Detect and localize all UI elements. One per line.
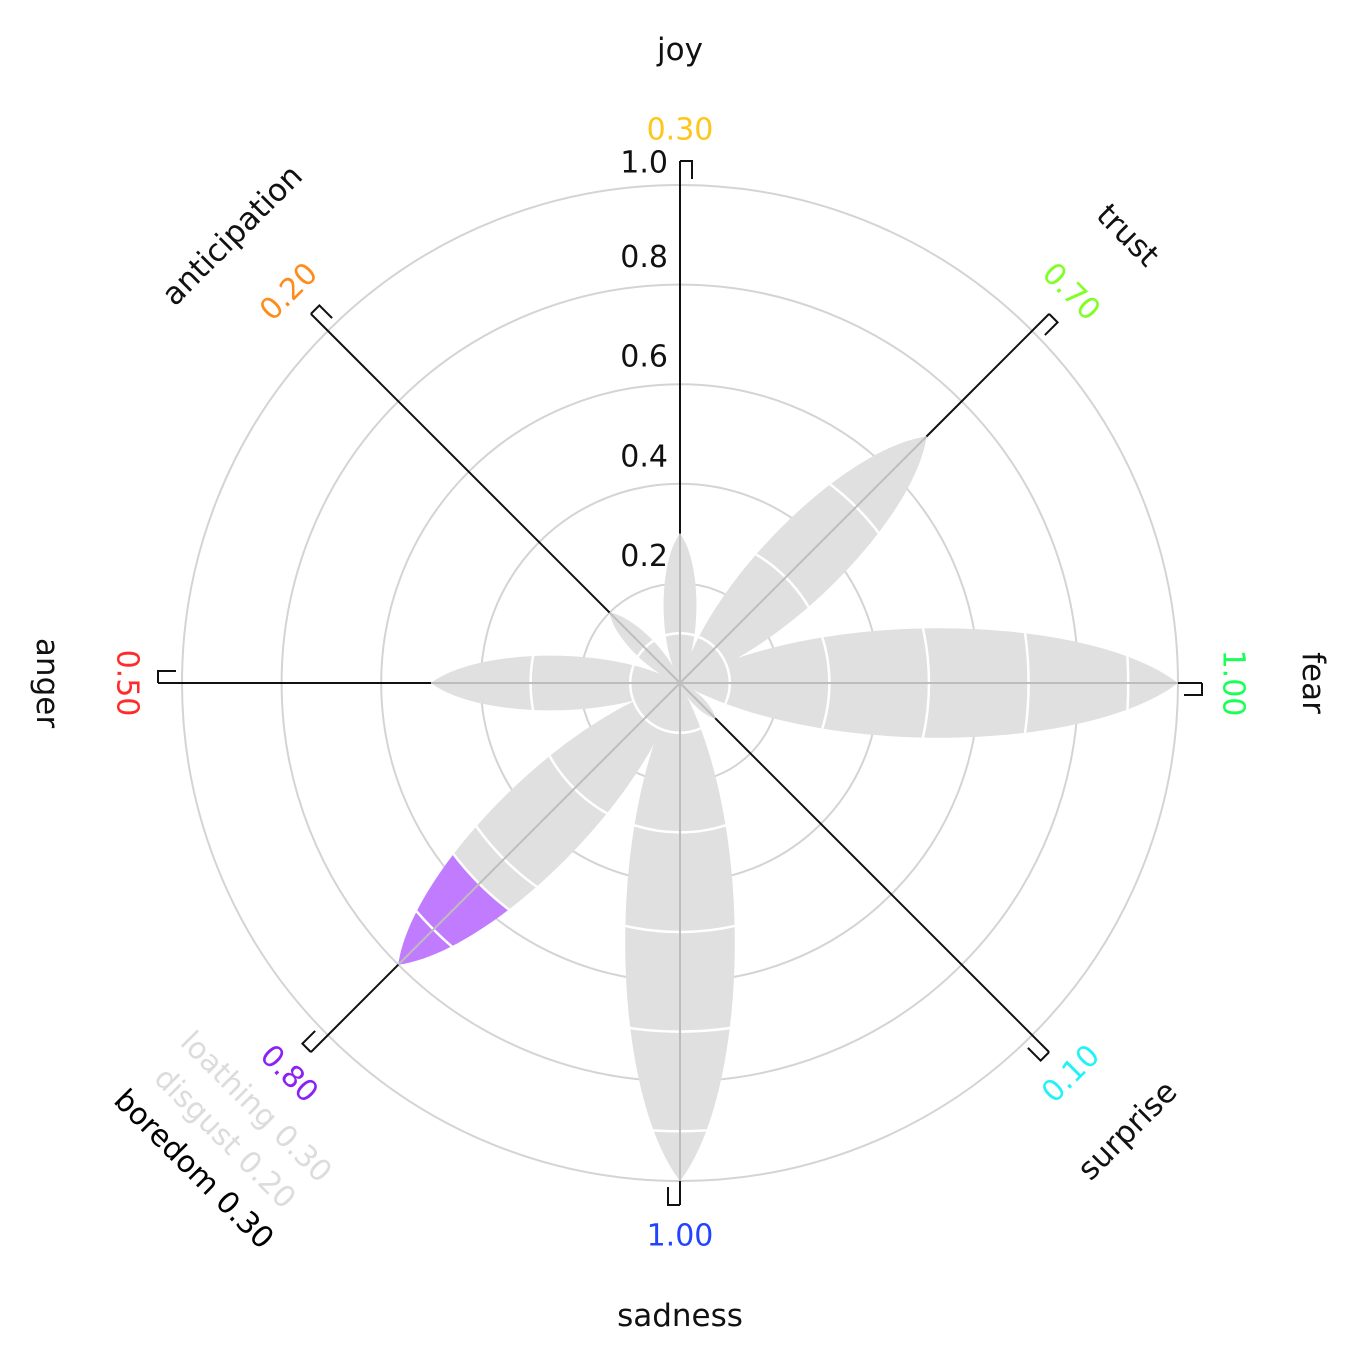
value-label-sadness: 1.00	[647, 1219, 714, 1254]
emotion-label-trust: trust	[1089, 197, 1166, 274]
axis-anticipation	[310, 313, 611, 614]
petals	[397, 435, 1178, 1181]
emotion-label-joy: joy	[656, 32, 703, 68]
value-label-fear: 1.00	[1216, 650, 1251, 717]
axis-trust	[925, 313, 1050, 438]
r-tick-label-0-2: 0.2	[620, 539, 668, 574]
axis-cap-anticipation	[310, 303, 333, 319]
emotion-label-sadness: sadness	[617, 1298, 743, 1334]
axes	[157, 160, 1203, 1206]
value-label-anger: 0.50	[110, 650, 145, 717]
r-tick-label-0-6: 0.6	[620, 340, 668, 375]
petal-axis-surprise	[679, 682, 716, 719]
emotion-label-fear: fear	[1295, 652, 1331, 714]
value-label-joy: 0.30	[647, 113, 714, 148]
axis-surprise	[714, 717, 1050, 1053]
axis-cap-anger	[157, 670, 176, 683]
axis-cap-trust	[1044, 313, 1060, 336]
axis-cap-joy	[680, 160, 693, 179]
r-tick-label-1-0: 1.0	[620, 146, 668, 181]
axis-cap-fear	[1184, 683, 1203, 696]
petal-axis-axis-5	[397, 682, 681, 966]
emotion-label-anger: anger	[29, 638, 65, 728]
r-tick-label-0-8: 0.8	[620, 240, 668, 275]
axis-cap-surprise	[1027, 1047, 1050, 1063]
axis-cap-axis-5	[300, 1030, 316, 1053]
petal-axis-anticipation	[608, 611, 681, 684]
emotion-label-surprise: surprise	[1071, 1074, 1185, 1188]
r-tick-label-0-4: 0.4	[620, 439, 668, 474]
axis-axis-5	[310, 964, 399, 1053]
petal-axis-trust	[679, 435, 928, 684]
axis-cap-sadness	[667, 1187, 680, 1206]
